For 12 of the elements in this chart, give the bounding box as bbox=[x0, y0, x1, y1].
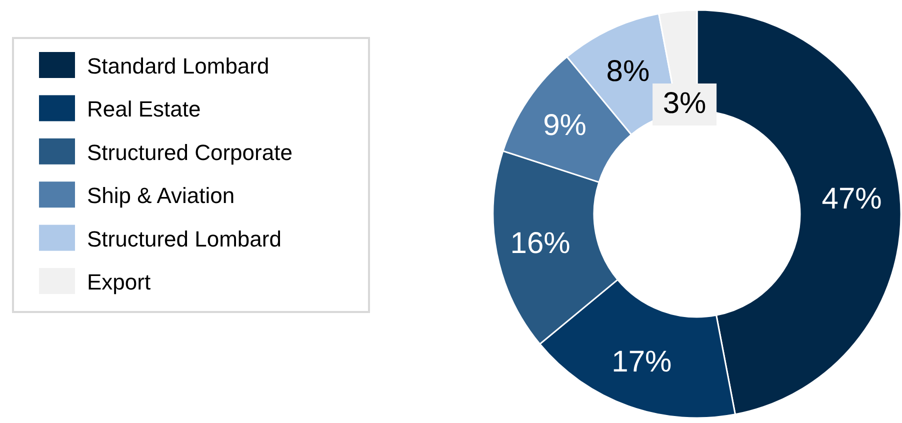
legend-label: Real Estate bbox=[87, 96, 201, 122]
data-label: 9% bbox=[543, 108, 586, 142]
data-label: 47% bbox=[822, 182, 882, 216]
data-label: 17% bbox=[612, 346, 672, 379]
legend-label: Ship & Aviation bbox=[87, 183, 235, 208]
data-label: 16% bbox=[510, 227, 570, 260]
data-label: 3% bbox=[662, 86, 706, 120]
legend-label: Structured Corporate bbox=[87, 140, 292, 165]
legend-label: Standard Lombard bbox=[87, 54, 270, 78]
legend-label: Export bbox=[87, 270, 151, 294]
data-label: 8% bbox=[606, 54, 650, 88]
legend-label: Structured Lombard bbox=[87, 226, 282, 252]
